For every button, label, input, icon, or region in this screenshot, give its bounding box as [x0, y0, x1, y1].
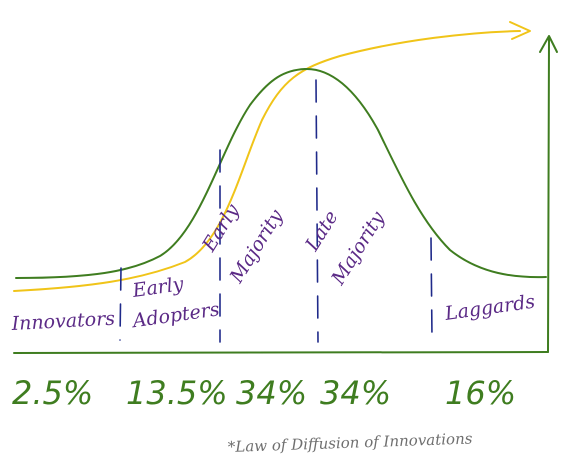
segment-label-early-adopters-line-2: Adopters [129, 298, 221, 332]
adoption-s-curve [13, 30, 521, 292]
segment-dividers [119, 79, 433, 343]
adoption-curve-arrowhead [509, 21, 531, 40]
divider-innovators-early-adopters [119, 267, 122, 341]
footnote: *Law of Diffusion of Innovations [228, 429, 473, 456]
bell-curve [15, 67, 547, 279]
divider-majority-midline [315, 79, 319, 343]
percentage-laggards: 16% [445, 374, 516, 412]
percentage-early-majority: 34% [236, 374, 307, 412]
y-axis-line [547, 37, 550, 353]
segment-label-late-majority-line-1: Late [301, 207, 343, 256]
segment-label-innovators: Innovators [10, 308, 116, 335]
segment-label-laggards: Laggards [443, 291, 537, 326]
percentage-innovators: 2.5% [12, 374, 93, 412]
segment-label-early-adopters: Early Adopters [125, 269, 221, 333]
x-axis-line [13, 351, 549, 354]
y-axis-arrowhead [539, 35, 558, 53]
segment-label-late-majority: Late Majority [293, 186, 390, 289]
segment-label-early-majority-line-1: Early [198, 200, 244, 256]
divider-late-majority-laggards [430, 237, 433, 339]
percentage-late-majority: 34% [320, 374, 391, 412]
percentage-early-adopters: 13.5% [126, 374, 228, 412]
segment-label-early-majority: Early Majority [191, 184, 288, 287]
